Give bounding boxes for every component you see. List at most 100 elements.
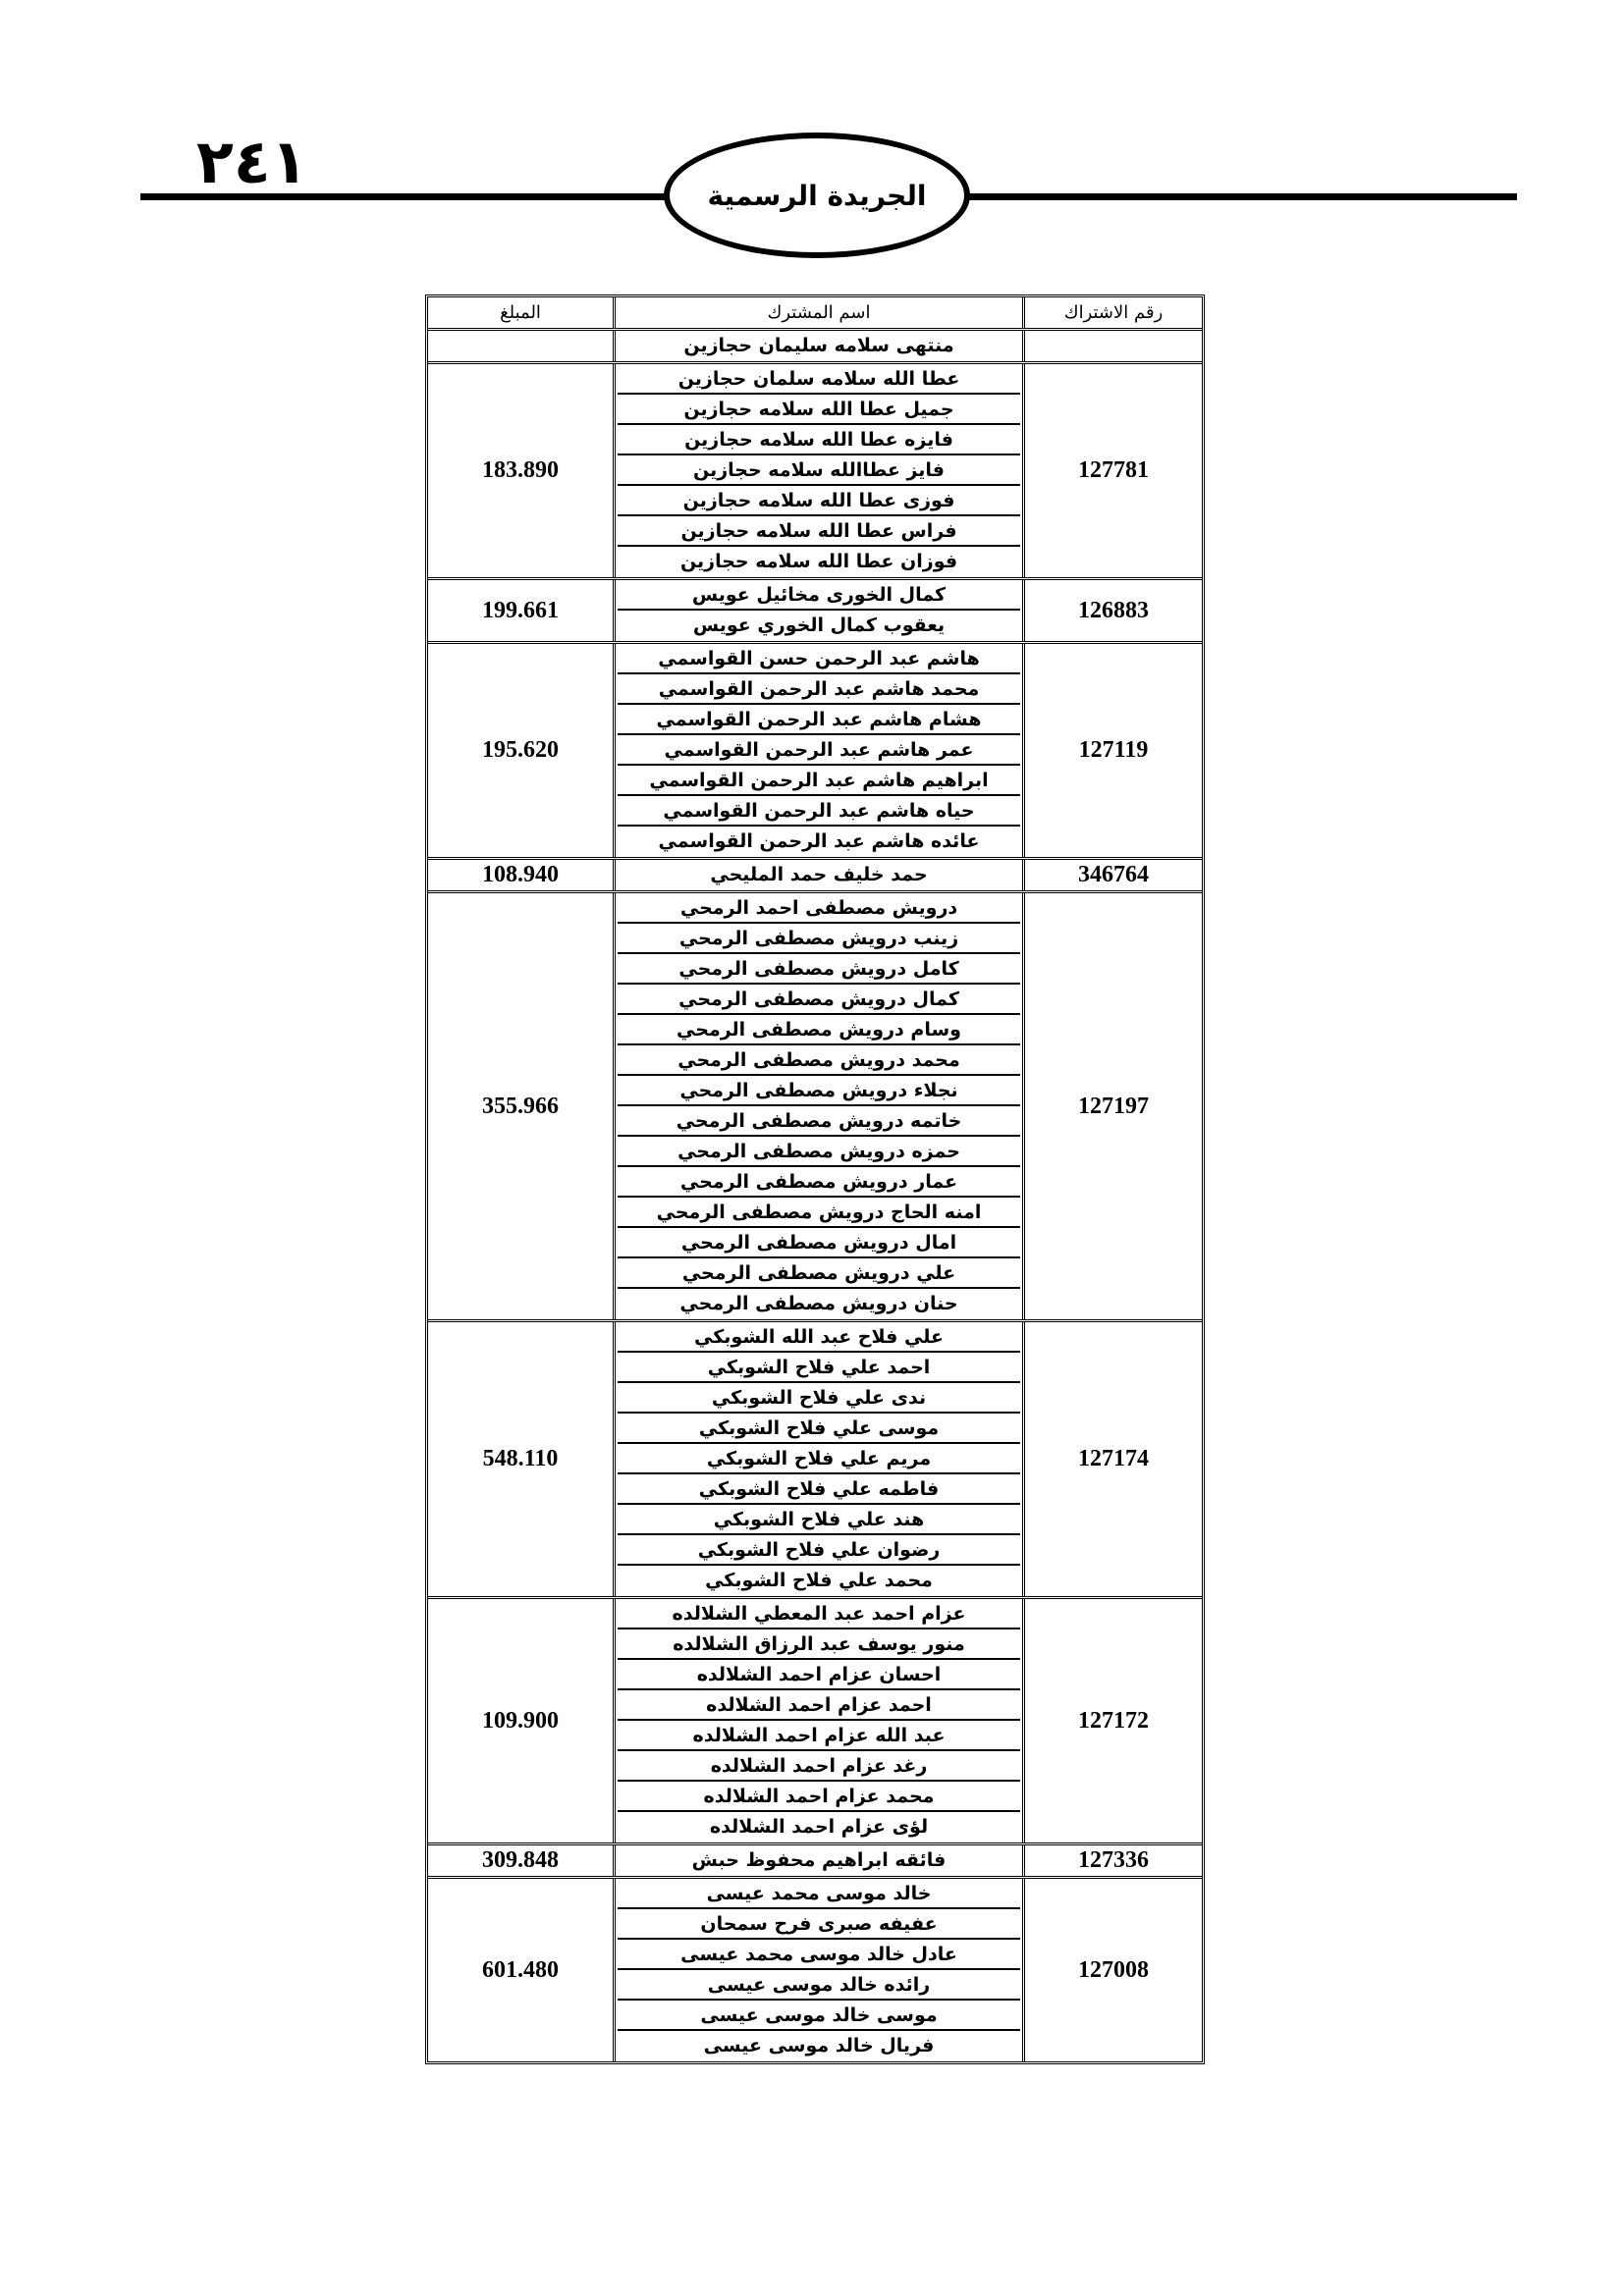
subscriber-name: عفيفه صبرى فرح سمحان: [618, 1909, 1020, 1940]
subscriber-name: عبد الله عزام احمد الشلالده: [618, 1721, 1020, 1751]
subscription-number: 127781: [1022, 364, 1202, 577]
subscriber-name: ندى علي فلاح الشوبكي: [618, 1383, 1020, 1414]
subscriber-names: علي فلاح عبد الله الشوبكي احمد علي فلاح ا…: [613, 1322, 1022, 1596]
amount: 601.480: [482, 1956, 559, 1983]
subscriber-name: مريم علي فلاح الشوبكي: [618, 1444, 1020, 1474]
subscriber-name: عادل خالد موسى محمد عيسى: [618, 1940, 1020, 1970]
amount: 109.900: [482, 1707, 559, 1734]
subscriber-name: فوزان عطا الله سلامه حجازين: [679, 551, 958, 572]
subscription-number: 346764: [1022, 860, 1202, 890]
subscriber-name: خاتمه درويش مصطفى الرمحي: [618, 1106, 1020, 1137]
subscriber-name: محمد عزام احمد الشلالده: [618, 1782, 1020, 1812]
subscriber-names: كمال الخورى مخائيل عويس يعقوب كمال الخوري…: [613, 580, 1022, 641]
subscriber-names: عزام احمد عبد المعطي الشلالده منور يوسف ع…: [613, 1599, 1022, 1842]
subscriber-name: جميل عطا الله سلامه حجازين: [618, 395, 1020, 425]
amount: 199.661: [482, 597, 559, 623]
subscriber-name: خالد موسى محمد عيسى: [618, 1879, 1020, 1909]
subscriber-name: موسى خالد موسى عيسى: [618, 2001, 1020, 2031]
subscriber-name: عمار درويش مصطفى الرمحي: [618, 1167, 1020, 1198]
column-header-number: رقم الاشتراك: [1022, 297, 1202, 328]
subscription-number: 126883: [1022, 580, 1202, 641]
table-row: 127172 عزام احمد عبد المعطي الشلالده منور …: [428, 1599, 1202, 1845]
subscriber-names: هاشم عبد الرحمن حسن القواسمي محمد هاشم عب…: [613, 644, 1022, 857]
subscriber-name: علي فلاح عبد الله الشوبكي: [618, 1322, 1020, 1353]
subscriber-name: فايز عطاالله سلامه حجازين: [618, 455, 1020, 486]
table-row: 127197 درويش مصطفى احمد الرمحي زينب درويش …: [428, 893, 1202, 1322]
subscriber-name: امال درويش مصطفى الرمحي: [618, 1228, 1020, 1258]
subscriber-names: خالد موسى محمد عيسى عفيفه صبرى فرح سمحان ع…: [613, 1879, 1022, 2061]
subscriber-name: عمر هاشم عبد الرحمن القواسمي: [618, 735, 1020, 766]
subscriber-name: عزام احمد عبد المعطي الشلالده: [618, 1599, 1020, 1629]
subscription-number: 127174: [1022, 1322, 1202, 1596]
table-row: 127119 هاشم عبد الرحمن حسن القواسمي محمد ه…: [428, 644, 1202, 860]
table-row: 346764 حمد خليف حمد المليحي 108.940: [428, 860, 1202, 893]
amount: 108.940: [482, 862, 559, 887]
subscriber-name: يعقوب كمال الخوري عويس: [692, 614, 946, 636]
subscriber-names: درويش مصطفى احمد الرمحي زينب درويش مصطفى …: [613, 893, 1022, 1319]
subscription-number: 127119: [1022, 644, 1202, 857]
subscriber-names: حمد خليف حمد المليحي: [613, 860, 1022, 890]
subscriber-name: فايزه عطا الله سلامه حجازين: [618, 425, 1020, 455]
subscriber-name: هند علي فلاح الشوبكي: [618, 1505, 1020, 1535]
subscriber-name: منتهى سلامه سليمان حجازين: [683, 335, 954, 356]
subscriber-name: فاطمه علي فلاح الشوبكي: [618, 1474, 1020, 1505]
column-header-amount: المبلغ: [500, 302, 541, 323]
subscriber-name: كامل درويش مصطفى الرمحي: [618, 954, 1020, 985]
column-header-name: اسم المشترك: [613, 297, 1022, 328]
subscription-number: 127197: [1022, 893, 1202, 1319]
amount: 355.966: [482, 1093, 559, 1119]
subscriber-name: احمد عزام احمد الشلالده: [618, 1690, 1020, 1721]
amount: [428, 331, 613, 361]
gazette-title: الجريدة الرسمية: [707, 179, 927, 212]
amount: 548.110: [482, 1446, 559, 1471]
table-row: 127008 خالد موسى محمد عيسى عفيفه صبرى فرح …: [428, 1879, 1202, 2061]
subscriber-name: امنه الحاج درويش مصطفى الرمحي: [618, 1198, 1020, 1228]
subscriber-name: نجلاء درويش مصطفى الرمحي: [618, 1076, 1020, 1106]
subscriber-names: منتهى سلامه سليمان حجازين: [613, 331, 1022, 361]
amount: 183.890: [482, 457, 559, 483]
subscriber-name: محمد درويش مصطفى الرمحي: [618, 1045, 1020, 1076]
subscriber-name: هاشم عبد الرحمن حسن القواسمي: [618, 644, 1020, 674]
subscriber-name: محمد علي فلاح الشوبكي: [705, 1570, 933, 1591]
subscriber-name: عطا الله سلامه سلمان حجازين: [618, 364, 1020, 395]
subscriber-name: فوزى عطا الله سلامه حجازين: [618, 486, 1020, 516]
table-row: 127781 عطا الله سلامه سلمان حجازين جميل عط…: [428, 364, 1202, 580]
subscriber-name: رائده خالد موسى عيسى: [618, 1970, 1020, 2001]
subscriber-name: رغد عزام احمد الشلالده: [618, 1751, 1020, 1782]
subscriber-name: منور يوسف عبد الرزاق الشلالده: [618, 1629, 1020, 1660]
table-row: 127174 علي فلاح عبد الله الشوبكي احمد علي …: [428, 1322, 1202, 1599]
subscription-number: [1022, 331, 1202, 361]
subscriber-name: هشام هاشم عبد الرحمن القواسمي: [618, 705, 1020, 735]
table-row: منتهى سلامه سليمان حجازين: [428, 331, 1202, 364]
subscriber-name: زينب درويش مصطفى الرمحي: [618, 924, 1020, 954]
subscriber-name: كمال درويش مصطفى الرمحي: [618, 985, 1020, 1015]
subscription-number: 127172: [1022, 1599, 1202, 1842]
subscriber-name: رضوان علي فلاح الشوبكي: [618, 1535, 1020, 1566]
subscriber-name: لؤى عزام احمد الشلالده: [709, 1816, 929, 1838]
subscriber-name: موسى علي فلاح الشوبكي: [618, 1414, 1020, 1444]
table-row: 127336 فائقه ابراهيم محفوظ حبش 309.848: [428, 1845, 1202, 1879]
subscriber-name: علي درويش مصطفى الرمحي: [618, 1258, 1020, 1289]
subscriber-name: عائده هاشم عبد الرحمن القواسمي: [658, 830, 980, 852]
subscriber-name: حياه هاشم عبد الرحمن القواسمي: [618, 796, 1020, 827]
subscriber-name: محمد هاشم عبد الرحمن القواسمي: [618, 674, 1020, 705]
subscription-number: 127336: [1022, 1845, 1202, 1876]
subscription-number: 127008: [1022, 1879, 1202, 2061]
subscriber-name: حنان درويش مصطفى الرمحي: [679, 1293, 958, 1314]
subscribers-table: رقم الاشتراك اسم المشترك المبلغ منتهى سل…: [425, 294, 1205, 2064]
subscriber-names: فائقه ابراهيم محفوظ حبش: [613, 1845, 1022, 1876]
gazette-title-oval: الجريدة الرسمية: [664, 133, 970, 258]
subscriber-name: حمد خليف حمد المليحي: [710, 864, 928, 885]
amount: 309.848: [482, 1847, 559, 1873]
subscriber-name: كمال الخورى مخائيل عويس: [618, 580, 1020, 611]
subscriber-names: عطا الله سلامه سلمان حجازين جميل عطا الله…: [613, 364, 1022, 577]
page-number: ٢٤١: [196, 126, 308, 197]
subscriber-name: فائقه ابراهيم محفوظ حبش: [691, 1849, 947, 1871]
subscriber-name: فراس عطا الله سلامه حجازين: [618, 516, 1020, 547]
amount: 195.620: [482, 737, 559, 763]
subscriber-name: فريال خالد موسى عيسى: [703, 2035, 935, 2056]
subscriber-name: وسام درويش مصطفى الرمحي: [618, 1015, 1020, 1045]
subscriber-name: درويش مصطفى احمد الرمحي: [618, 893, 1020, 924]
subscriber-name: احمد علي فلاح الشوبكي: [618, 1353, 1020, 1383]
subscriber-name: احسان عزام احمد الشلالده: [618, 1660, 1020, 1690]
